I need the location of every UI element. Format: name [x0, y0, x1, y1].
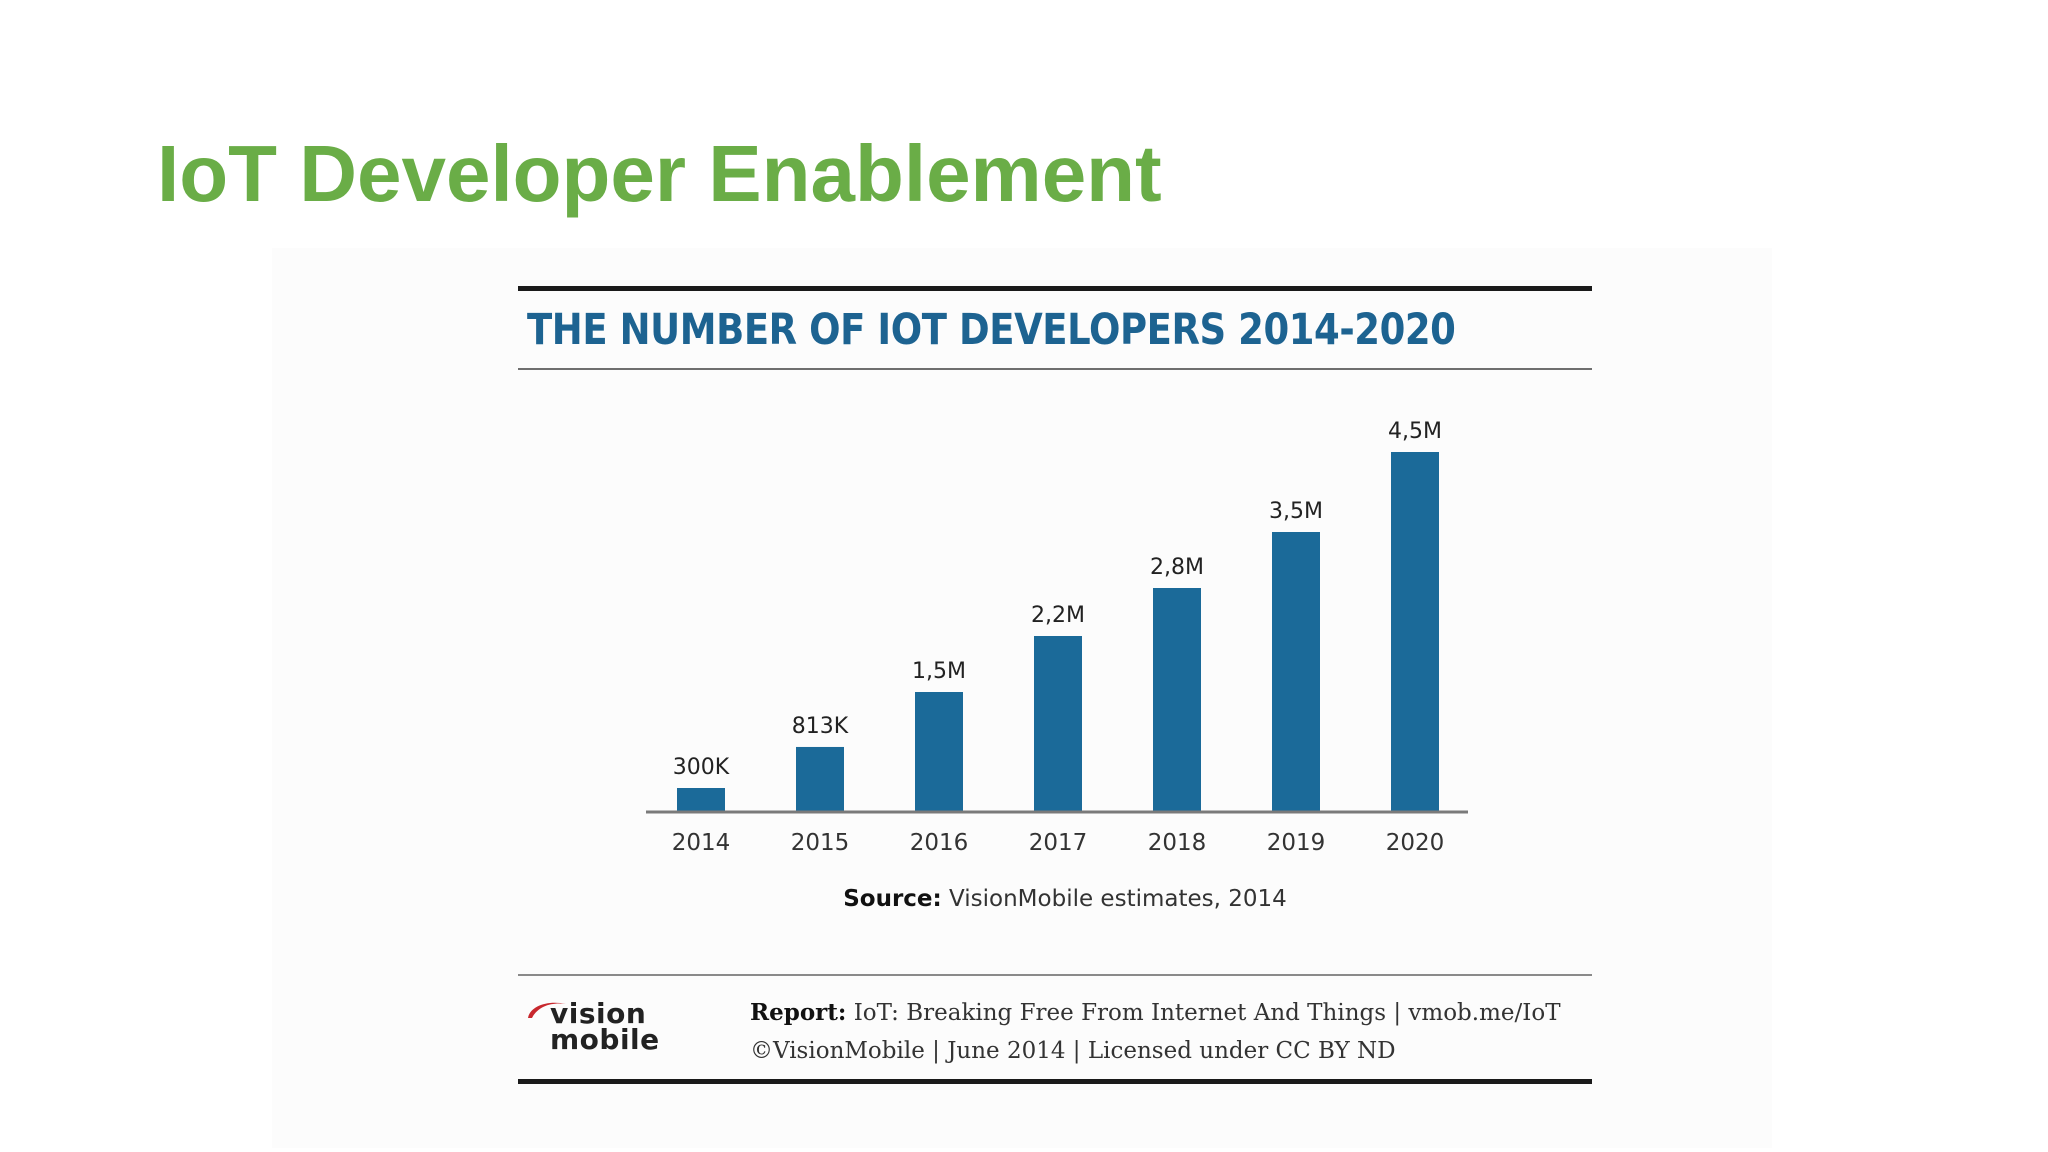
- data-label-2014: 300K: [673, 755, 730, 780]
- data-label-2018: 2,8M: [1150, 555, 1204, 580]
- figure-top-rule: [518, 286, 1592, 291]
- source-text: VisionMobile estimates, 2014: [949, 886, 1287, 912]
- logo-swoosh-icon: [528, 1002, 566, 1018]
- x-tick-label-2019: 2019: [1267, 830, 1326, 856]
- data-label-2020: 4,5M: [1388, 419, 1442, 444]
- bar-2015: [796, 746, 844, 812]
- data-label-2016: 1,5M: [912, 659, 966, 684]
- x-tick-label-2020: 2020: [1386, 830, 1445, 856]
- logo-text-line-1: vision: [550, 997, 647, 1030]
- bar-2019: [1272, 532, 1320, 812]
- bar-2018: [1153, 588, 1201, 812]
- report-line: Report: IoT: Breaking Free From Internet…: [750, 994, 1561, 1032]
- footer-divider: [518, 974, 1592, 976]
- bar-2014: [677, 788, 725, 812]
- chart-figure-panel: [272, 248, 1772, 1148]
- data-label-2015: 813K: [792, 714, 849, 739]
- x-tick-label-2017: 2017: [1029, 830, 1088, 856]
- chart-title: THE NUMBER OF IOT DEVELOPERS 2014-2020: [527, 305, 1456, 355]
- x-tick-label-2016: 2016: [910, 830, 969, 856]
- x-tick-label-2015: 2015: [791, 830, 850, 856]
- report-text: IoT: Breaking Free From Internet And Thi…: [853, 1000, 1561, 1026]
- copyright-line: ©VisionMobile | June 2014 | Licensed und…: [750, 1038, 1396, 1064]
- visionmobile-logo: vision mobile: [522, 996, 692, 1056]
- bar-2020: [1391, 452, 1439, 812]
- chart-source: Source: VisionMobile estimates, 2014: [0, 886, 2048, 912]
- logo-text-line-2: mobile: [550, 1023, 660, 1056]
- figure-bottom-rule: [518, 1079, 1592, 1084]
- x-tick-label-2018: 2018: [1148, 830, 1207, 856]
- source-label: Source:: [843, 886, 942, 912]
- bar-2017: [1034, 636, 1082, 812]
- bar-2016: [915, 692, 963, 812]
- data-label-2017: 2,2M: [1031, 603, 1085, 628]
- x-tick-label-2014: 2014: [672, 830, 731, 856]
- title-divider: [518, 368, 1592, 370]
- data-label-2019: 3,5M: [1269, 499, 1323, 524]
- report-footer: Report: IoT: Breaking Free From Internet…: [750, 994, 1561, 1070]
- slide-title: IoT Developer Enablement: [157, 129, 1162, 218]
- report-label: Report:: [750, 999, 847, 1026]
